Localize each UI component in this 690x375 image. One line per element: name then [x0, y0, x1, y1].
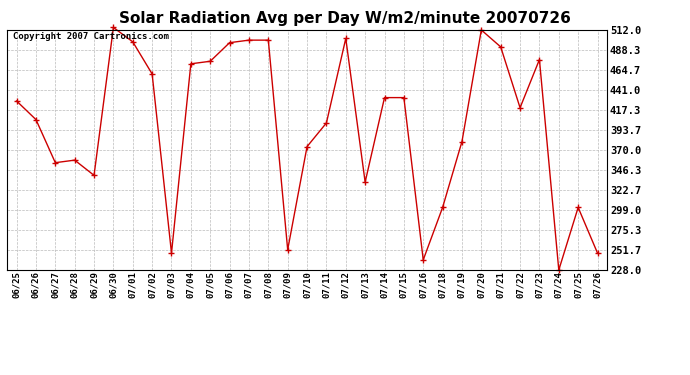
- Text: Copyright 2007 Cartronics.com: Copyright 2007 Cartronics.com: [13, 32, 169, 41]
- Text: Solar Radiation Avg per Day W/m2/minute 20070726: Solar Radiation Avg per Day W/m2/minute …: [119, 11, 571, 26]
